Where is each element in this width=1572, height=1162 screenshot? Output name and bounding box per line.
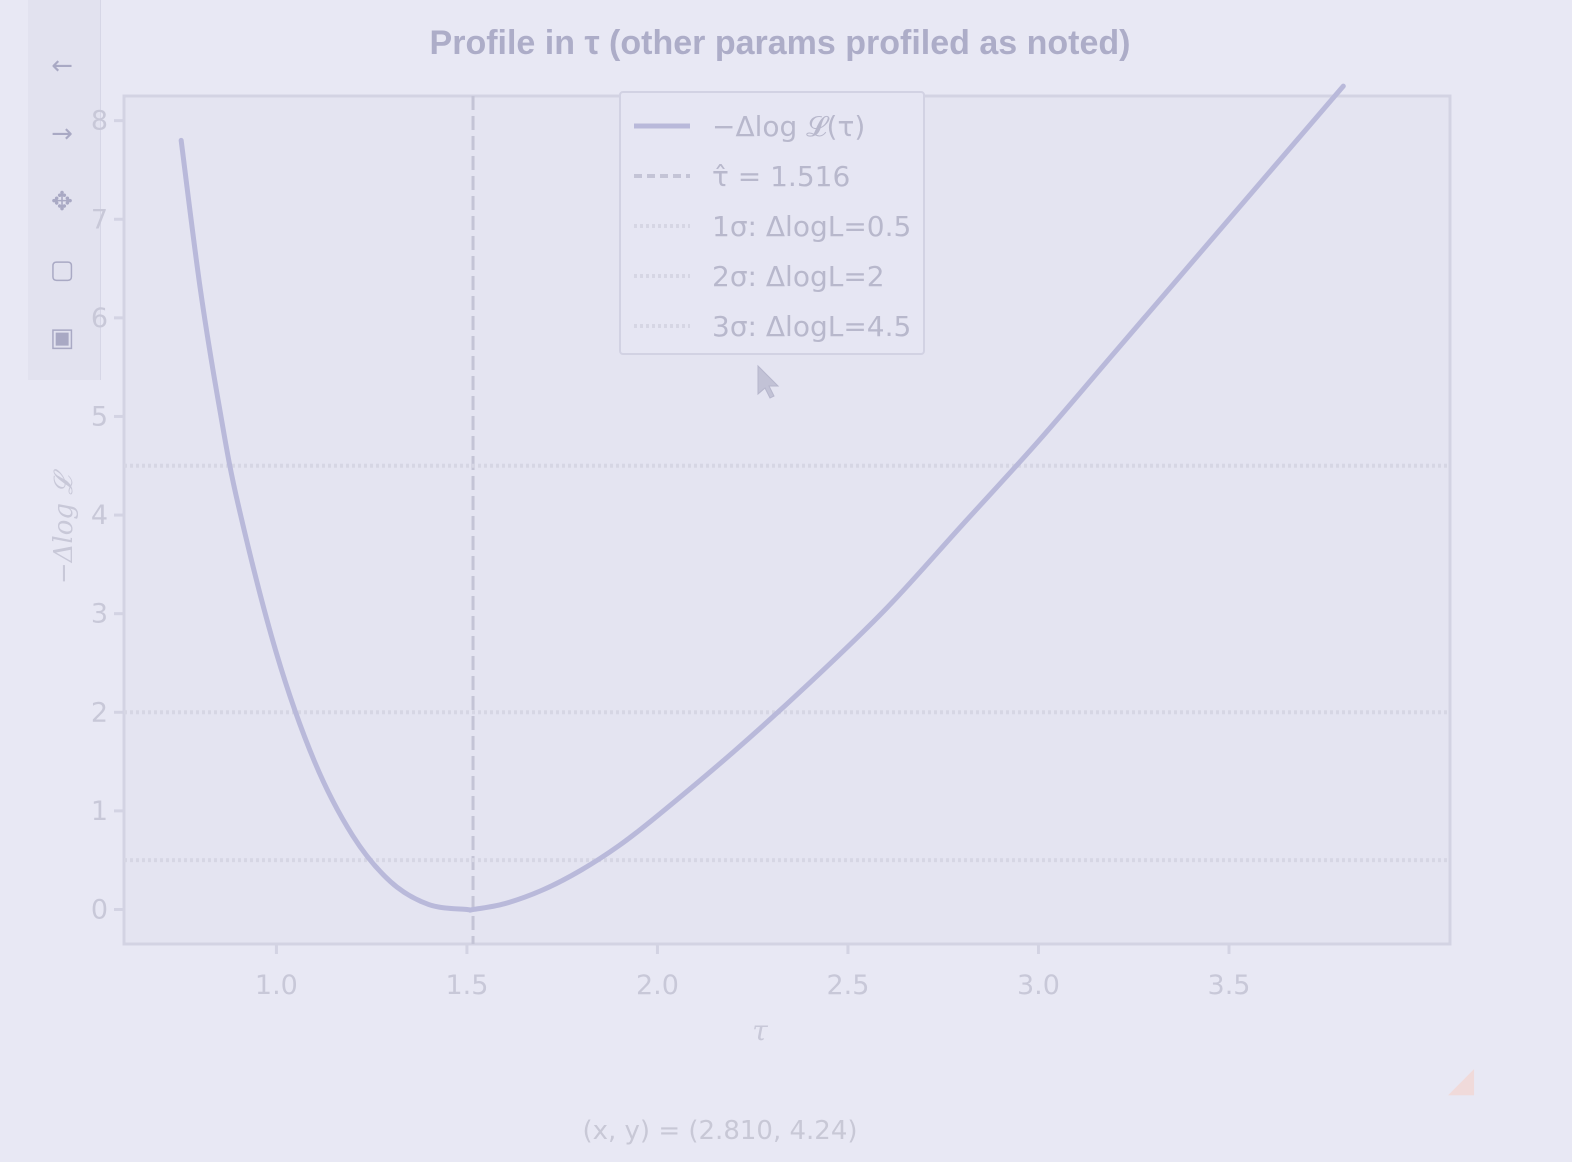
y-tick-label: 0 — [91, 894, 108, 925]
x-tick-label: 2.5 — [826, 970, 869, 1001]
y-axis: 0 1 2 3 4 5 6 7 8 — [91, 106, 124, 925]
legend-label: 2σ: ΔlogL=2 — [712, 260, 885, 293]
y-tick-label: 4 — [91, 500, 108, 531]
mouse-cursor-icon — [757, 364, 780, 399]
x-tick-label: 3.5 — [1208, 970, 1251, 1001]
navigation-toolbar: ← → ✥ ▢ ▣ — [28, 0, 101, 380]
x-axis-label: τ — [752, 1014, 768, 1047]
y-axis-label: −Δlog 𝓛 — [49, 469, 79, 584]
y-tick-label: 7 — [91, 204, 108, 235]
x-tick-label: 1.0 — [255, 970, 298, 1001]
y-tick-label: 1 — [91, 796, 108, 827]
zoom-icon[interactable]: ▢ — [49, 255, 75, 285]
forward-icon[interactable]: → — [51, 119, 73, 149]
save-icon[interactable]: ▣ — [49, 323, 75, 353]
x-axis: 1.0 1.5 2.0 2.5 3.0 3.5 — [255, 944, 1251, 1001]
x-tick-label: 2.0 — [636, 970, 679, 1001]
legend: −Δlog 𝓛(τ) τ̂ = 1.516 1σ: ΔlogL=0.5 2σ: Δlo… — [619, 91, 925, 355]
cursor-coordinate-readout: (x, y) = (2.810, 4.24) — [582, 1116, 858, 1146]
legend-label: 1σ: ΔlogL=0.5 — [712, 210, 911, 243]
y-tick-label: 2 — [91, 697, 108, 728]
legend-label: τ̂ = 1.516 — [712, 160, 850, 193]
x-tick-label: 3.0 — [1017, 970, 1060, 1001]
x-tick-label: 1.5 — [445, 970, 488, 1001]
chart-title: Profile in τ (other params profiled as n… — [430, 24, 1131, 62]
y-tick-label: 5 — [91, 401, 108, 432]
y-tick-label: 8 — [91, 106, 108, 137]
legend-label: 3σ: ΔlogL=4.5 — [712, 310, 911, 343]
y-tick-label: 3 — [91, 599, 108, 630]
legend-label: −Δlog 𝓛(τ) — [712, 110, 865, 143]
legend-box — [619, 91, 925, 355]
pan-icon[interactable]: ✥ — [51, 187, 73, 217]
y-tick-label: 6 — [91, 303, 108, 334]
profile-curve-line — [178, 83, 1346, 913]
resize-grip-icon[interactable]: ◢ — [1448, 1060, 1475, 1100]
reference-lines — [124, 96, 1450, 944]
back-icon[interactable]: ← — [51, 51, 73, 81]
